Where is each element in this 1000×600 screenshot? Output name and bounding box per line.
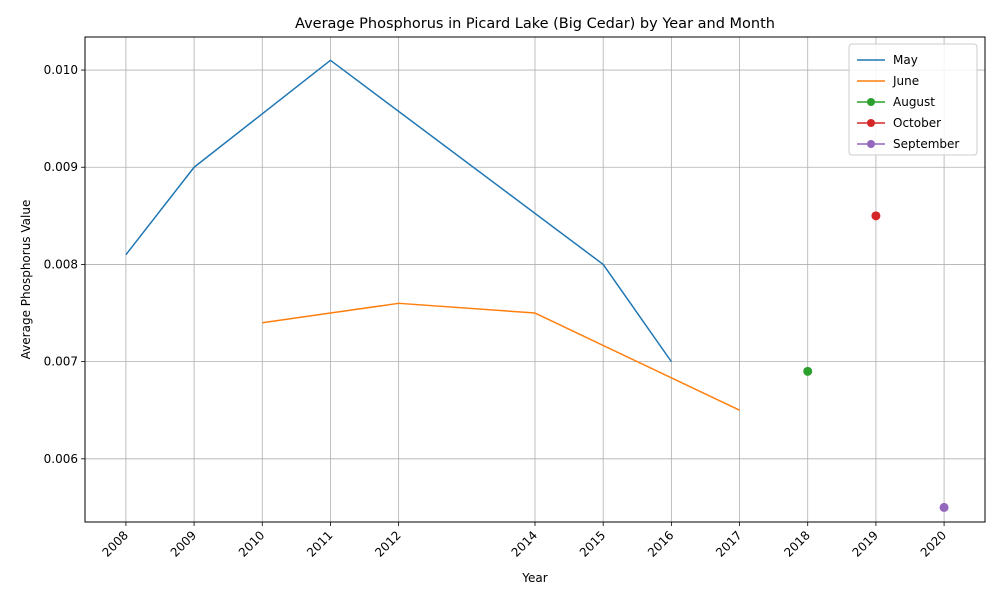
x-tick-label: 2012 [372,528,403,559]
x-tick-label: 2011 [304,528,335,559]
legend-label-august: August [893,95,935,109]
data-point-october [871,211,881,221]
legend-box [848,43,978,156]
chart-title: Average Phosphorus in Picard Lake (Big C… [295,16,775,32]
series-layer [125,59,949,512]
series-line-june [262,302,740,411]
y-tick-label: 0.007 [44,355,78,369]
legend-label-may: May [893,53,918,67]
series-line-may [125,59,672,363]
legend-marker-october [867,119,875,127]
y-tick-label: 0.009 [44,160,78,174]
x-tick-label: 2008 [100,528,131,559]
legend-marker-august [867,98,875,106]
data-point-september [939,502,949,512]
legend-label-june: June [892,74,919,88]
x-tick-label: 2020 [918,528,949,559]
grid [85,37,985,522]
y-tick-label: 0.008 [44,257,78,271]
series-october [871,211,881,221]
series-august [803,366,813,376]
x-tick-label: 2019 [850,528,881,559]
legend-label-october: October [893,116,941,130]
x-tick-label: 2017 [713,528,744,559]
x-tick-label: 2010 [236,528,267,559]
x-tick-label: 2009 [168,528,199,559]
legend: May June August October September [848,43,978,156]
y-tick-label: 0.010 [44,63,78,77]
y-axis-title: Average Phosphorus Value [19,200,33,360]
x-tick-label: 2014 [509,528,540,559]
series-september [939,502,949,512]
series-june [262,302,740,411]
x-tick-label: 2016 [645,528,676,559]
legend-label-september: September [893,137,959,151]
series-may [125,59,672,363]
data-point-august [803,366,813,376]
x-axis-title: Year [521,571,547,585]
legend-marker-september [867,140,875,148]
x-tick-label: 2018 [781,528,812,559]
y-tick-label: 0.006 [44,452,78,466]
x-tick-label: 2015 [577,528,608,559]
